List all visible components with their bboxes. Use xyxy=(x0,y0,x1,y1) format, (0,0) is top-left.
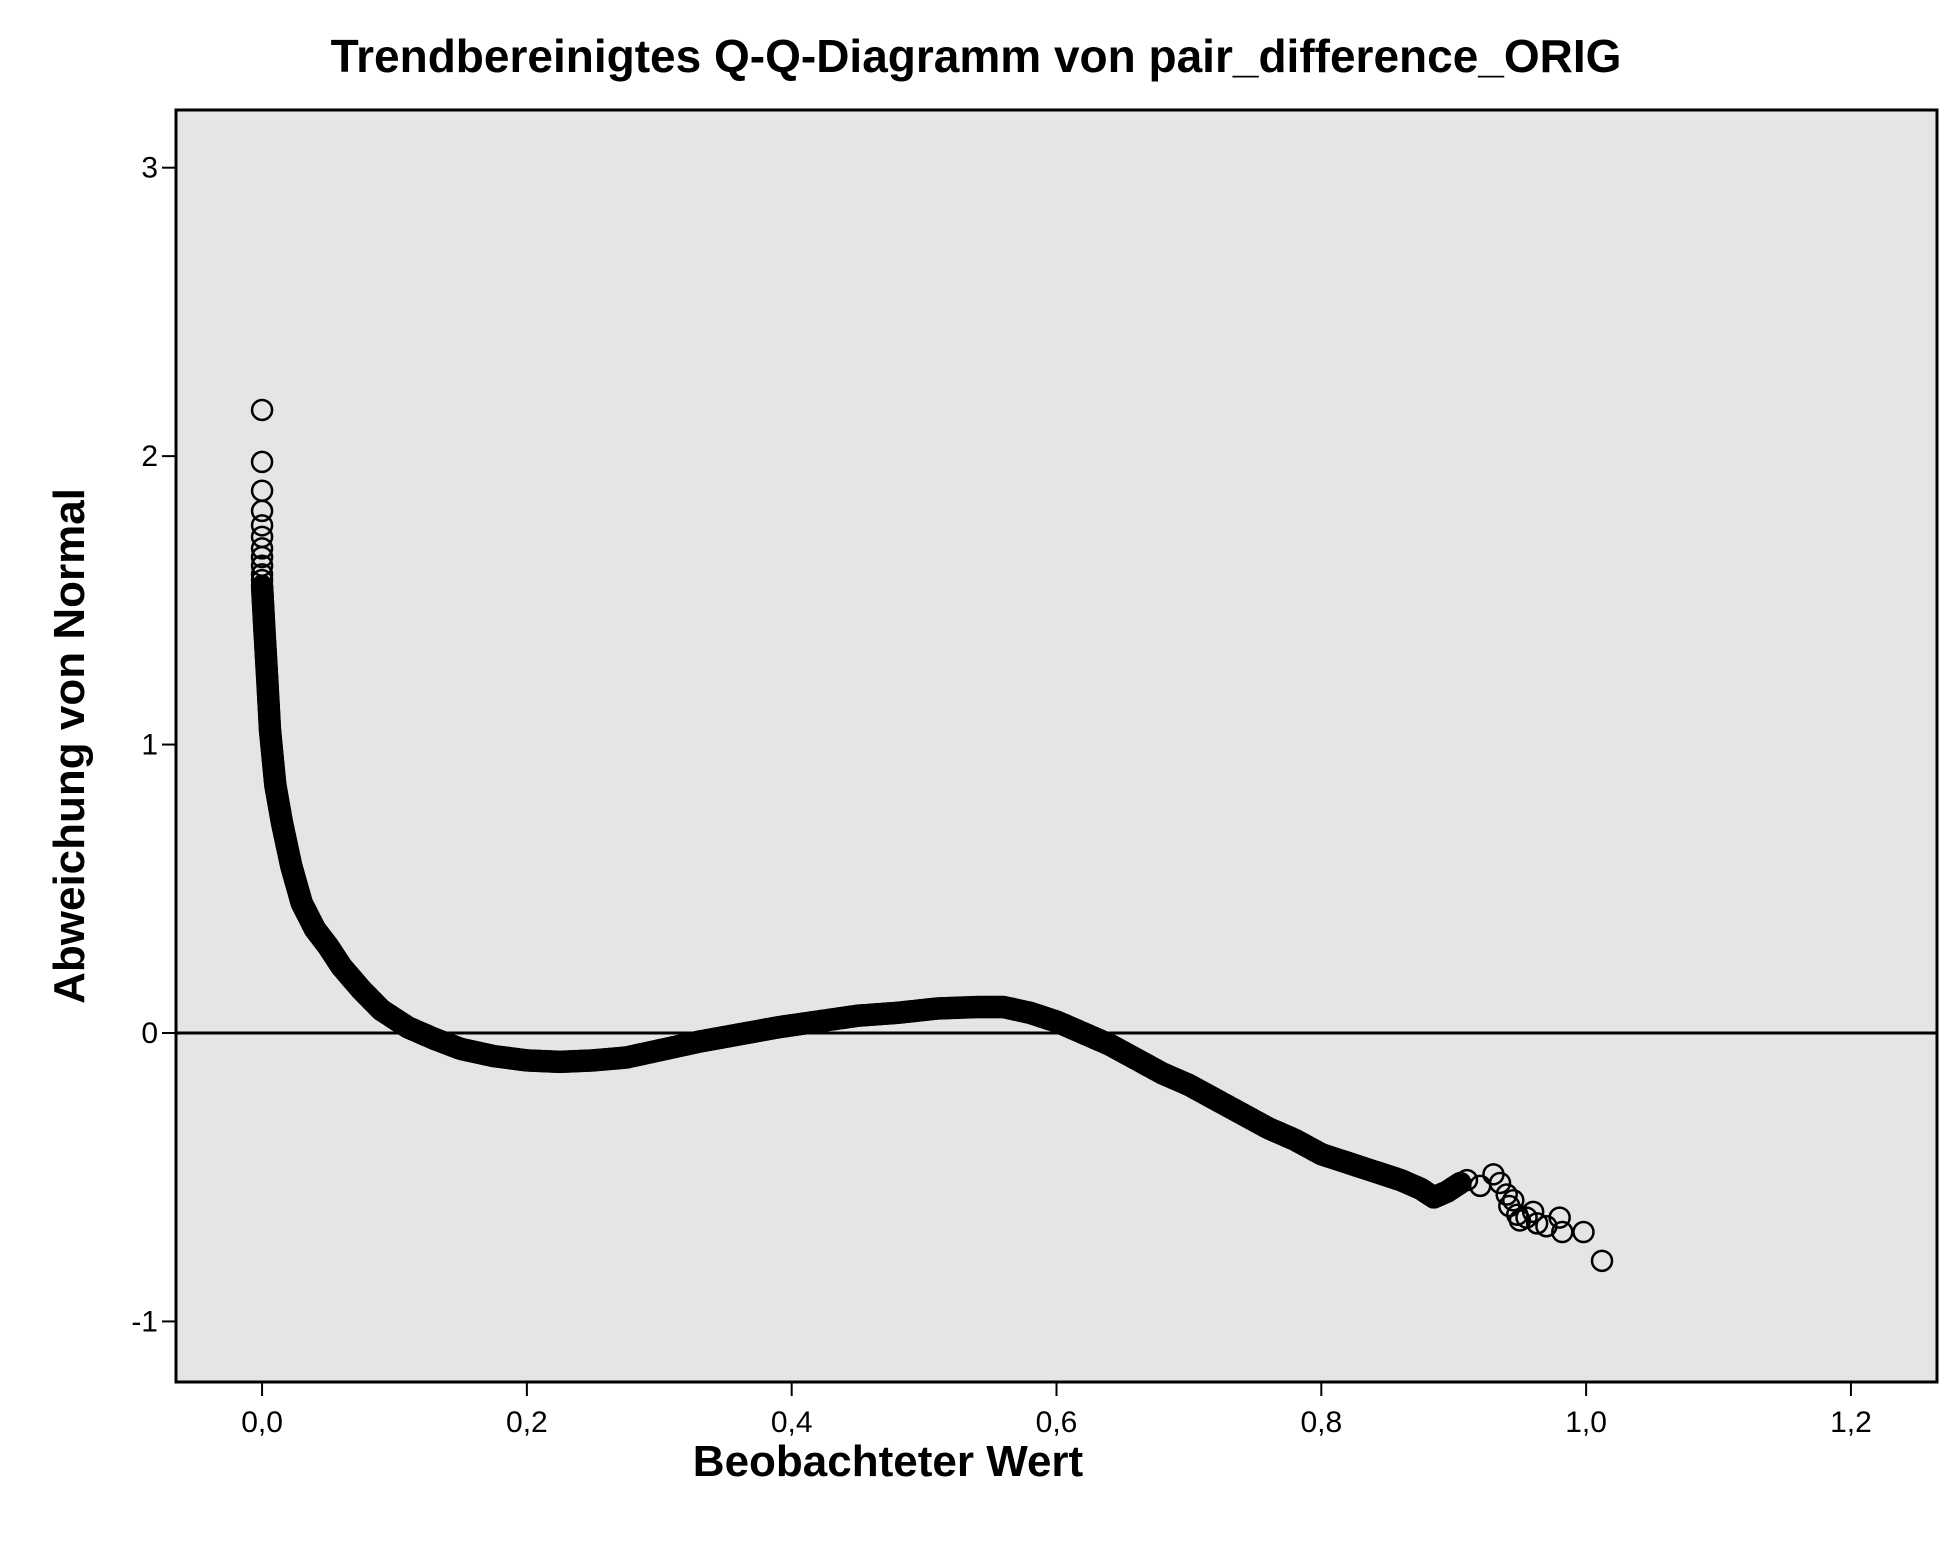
x-tick-label: 0,8 xyxy=(1300,1406,1342,1439)
outlier-point xyxy=(1525,1212,1549,1235)
x-tick-label: 1,0 xyxy=(1565,1406,1607,1439)
y-axis: 3 2 1 0 -1 xyxy=(131,152,176,1338)
outlier-point xyxy=(250,545,274,569)
outlier-point xyxy=(250,398,274,422)
outlier-point xyxy=(1572,1220,1595,1244)
outlier-point xyxy=(1495,1183,1518,1206)
y-tick-label: 3 xyxy=(141,152,158,185)
outlier-point xyxy=(250,499,274,523)
x-axis-label: Beobachteter Wert xyxy=(693,1437,1084,1486)
outlier-point xyxy=(1548,1206,1571,1229)
outlier-point xyxy=(250,537,274,560)
x-tick-label: 1,2 xyxy=(1830,1406,1872,1439)
y-axis-label: Abweichung von Normal xyxy=(45,488,94,1004)
x-tick-label: 0,2 xyxy=(506,1406,548,1439)
y-tick-label: -1 xyxy=(131,1305,158,1338)
y-tick-label: 2 xyxy=(141,440,158,473)
outlier-point xyxy=(1502,1189,1525,1212)
plot-area xyxy=(174,108,1939,1384)
x-tick-label: 0,6 xyxy=(1036,1406,1078,1439)
outlier-point xyxy=(1515,1206,1538,1229)
outlier-point xyxy=(250,568,274,592)
outlier-point xyxy=(1521,1200,1545,1224)
x-tick-label: 0,0 xyxy=(241,1406,283,1439)
y-tick-label: 1 xyxy=(141,729,158,762)
outlier-point xyxy=(250,514,274,537)
outlier-point xyxy=(1488,1171,1512,1195)
x-axis: 0,0 0,2 0,4 0,6 0,8 1,0 1,2 xyxy=(241,1382,1872,1439)
chart-title: Trendbereinigtes Q-Q-Diagramm von pair_d… xyxy=(331,30,1622,82)
outlier-point xyxy=(250,554,274,577)
data-markers xyxy=(250,398,1614,1273)
x-tick-label: 0,4 xyxy=(771,1406,813,1439)
outlier-point xyxy=(1590,1249,1614,1273)
outlier-point xyxy=(250,563,274,586)
outlier-point xyxy=(1455,1168,1479,1192)
outlier-point xyxy=(250,450,274,474)
y-tick-label: 0 xyxy=(141,1017,158,1050)
